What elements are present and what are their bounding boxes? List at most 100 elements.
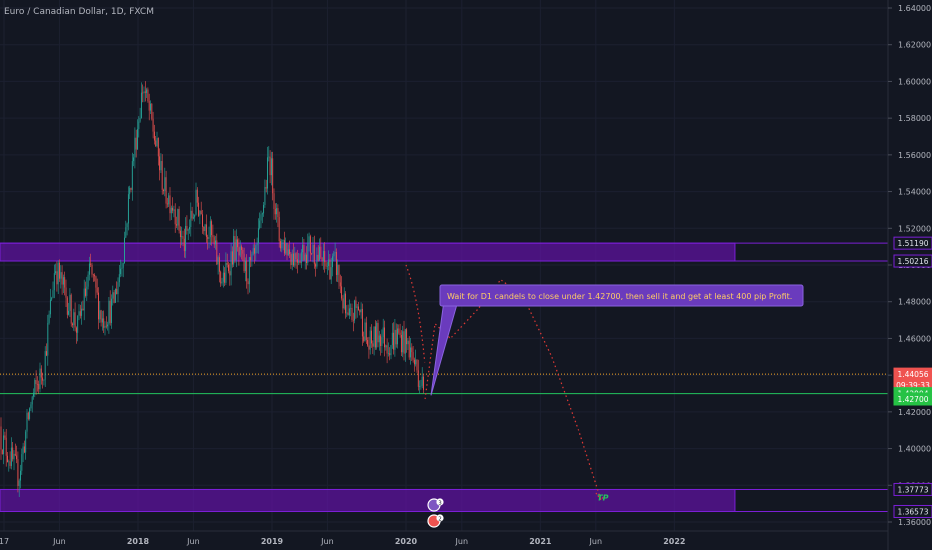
candle-body [60, 272, 62, 279]
price-label[interactable]: 1.36573 [893, 504, 932, 518]
candle-body [413, 359, 415, 365]
candle [66, 296, 68, 319]
time-tick-label: 2022 [663, 537, 685, 546]
candle [77, 315, 79, 342]
candle-body [31, 396, 33, 405]
candle [399, 323, 401, 338]
candle [347, 304, 349, 316]
price-label[interactable]: 1.51190 [893, 236, 932, 250]
candle [312, 237, 314, 263]
candle-body [333, 253, 335, 257]
candle-body [59, 262, 60, 279]
candle [270, 151, 272, 186]
candle [321, 257, 323, 266]
candle-body [321, 257, 323, 262]
candle-body [203, 226, 205, 232]
candle [363, 331, 365, 343]
candle [163, 188, 164, 195]
candle-body [125, 227, 127, 238]
annotation[interactable]: Wait for D1 candels to close under 1.427… [430, 284, 804, 396]
candle [34, 378, 36, 398]
candle [107, 321, 109, 331]
candle-body [302, 244, 304, 253]
candle [384, 320, 385, 357]
candle-body [83, 288, 85, 311]
candle [208, 226, 210, 249]
candle-body [36, 383, 38, 385]
candle-body [343, 293, 345, 309]
candle-body [73, 312, 75, 326]
candle [109, 290, 111, 326]
candle-body [287, 249, 289, 256]
tp-marker[interactable]: TP [597, 493, 608, 502]
candle-body [178, 208, 180, 231]
candle [282, 239, 284, 251]
candle [198, 196, 200, 218]
alert-badge[interactable]: 2 [427, 514, 444, 528]
candle [269, 150, 271, 184]
candle-body [85, 288, 86, 296]
zone-rect[interactable] [0, 242, 736, 262]
candle [250, 250, 252, 268]
time-tick-label: Jun [186, 537, 200, 546]
candle [246, 254, 248, 289]
candle [88, 256, 90, 281]
projection-path[interactable] [424, 278, 602, 501]
annotation-box[interactable] [439, 284, 804, 307]
alert-badge[interactable]: 3 [427, 498, 444, 512]
candle [130, 187, 132, 193]
price-label[interactable]: 1.50216 [893, 254, 932, 268]
candle-body [334, 251, 336, 254]
candle [192, 213, 194, 220]
price-label[interactable]: 1.44056 [893, 367, 932, 381]
candle [94, 273, 96, 282]
candle-body [299, 261, 301, 263]
candle-body [55, 271, 57, 274]
price-axis[interactable]: 1.64000 1.62000 1.60000 1.58000 1.56000 1.540… [887, 0, 932, 550]
candle [17, 451, 19, 493]
price-label[interactable]: 1.37773 [893, 482, 932, 496]
candle [126, 222, 128, 236]
candle [0, 417, 2, 460]
candle-body [317, 254, 319, 261]
candle [53, 264, 55, 299]
candle-body [412, 352, 414, 360]
badges[interactable]: 32 [427, 498, 444, 528]
time-axis[interactable]: 17 Jun 2018 Jun 2019 Jun 2020 Jun 2021 Jun 2022 [0, 530, 888, 546]
candle [225, 252, 227, 286]
candle-body [4, 435, 6, 438]
candle [183, 228, 185, 258]
candle-body [26, 412, 28, 432]
candle [113, 289, 115, 304]
candle [417, 359, 419, 391]
candle-body [155, 140, 157, 147]
candle [308, 232, 310, 252]
price-label-text: 1.42700 [897, 395, 928, 404]
candle [291, 249, 293, 271]
candle-body [226, 262, 228, 265]
candle-body [329, 259, 331, 280]
candle [121, 261, 123, 277]
candle-body [91, 265, 93, 275]
candle-body [411, 347, 413, 353]
candle [157, 137, 159, 166]
candle [36, 376, 38, 392]
candle-body [116, 289, 118, 295]
candle-body [269, 156, 271, 176]
candle-body [66, 297, 68, 315]
candle [290, 252, 292, 269]
zone-rect[interactable] [0, 488, 736, 512]
candle [133, 154, 135, 167]
candle-body [382, 327, 384, 338]
zones[interactable] [0, 242, 888, 512]
levels[interactable] [0, 373, 888, 395]
candle-body [200, 210, 202, 215]
candle [423, 373, 424, 394]
price-label[interactable]: 1.42700 [893, 392, 932, 406]
projection[interactable] [405, 264, 607, 501]
candle-body [281, 240, 283, 249]
time-tick-label: Jun [52, 537, 66, 546]
grid [0, 0, 888, 531]
candle [251, 251, 253, 267]
